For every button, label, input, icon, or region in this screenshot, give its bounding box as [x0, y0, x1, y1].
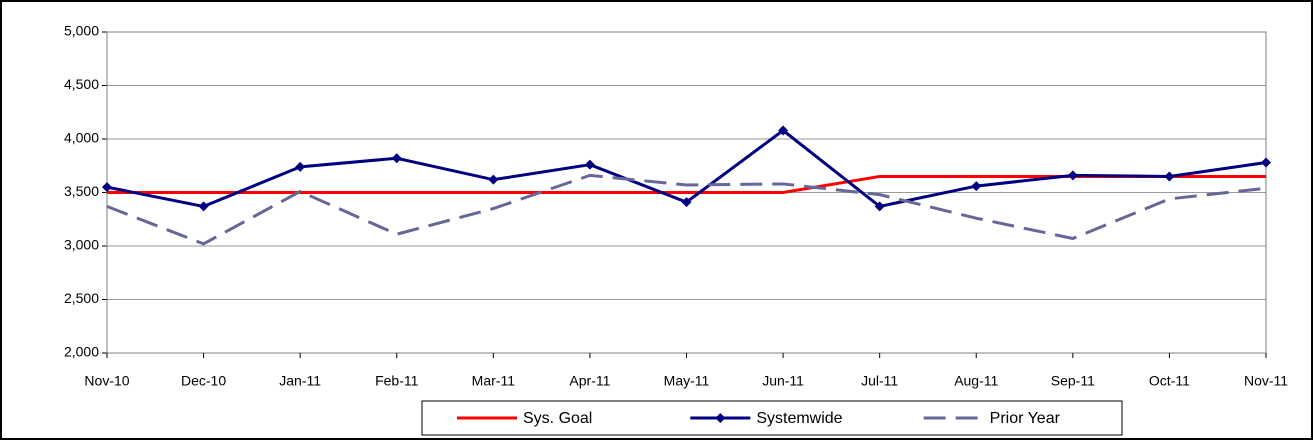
x-tick-label: Jan-11: [279, 373, 321, 389]
point-marker: [874, 201, 885, 212]
y-tick-label: 5,000: [64, 23, 99, 39]
legend-label: Sys. Goal: [523, 410, 592, 427]
point-marker: [681, 197, 692, 208]
x-tick-label: Nov-10: [84, 373, 129, 389]
point-marker: [1164, 171, 1175, 182]
x-tick-label: Apr-11: [569, 373, 610, 389]
x-tick-label: Dec-10: [181, 373, 226, 389]
point-marker: [198, 201, 209, 212]
point-marker: [391, 153, 402, 164]
point-marker: [584, 159, 595, 170]
x-tick-label: May-11: [664, 373, 710, 389]
y-tick-label: 3,500: [64, 183, 99, 199]
x-tick-label: Oct-11: [1149, 373, 1190, 389]
legend-label: Systemwide: [756, 410, 842, 427]
x-tick-label: Aug-11: [954, 373, 998, 389]
x-tick-label: Mar-11: [472, 373, 516, 389]
x-tick-label: Jun-11: [762, 373, 804, 389]
legend-box: [421, 400, 1123, 436]
legend-label: Prior Year: [990, 410, 1061, 427]
point-marker: [778, 125, 789, 136]
legend-marker: [715, 413, 726, 423]
y-tick-label: 3,000: [64, 237, 99, 253]
point-marker: [971, 181, 982, 192]
x-tick-label: Jul-11: [861, 373, 898, 389]
y-tick-label: 2,500: [64, 290, 99, 306]
point-marker: [488, 174, 499, 185]
point-marker: [102, 182, 112, 193]
point-marker: [1261, 157, 1271, 168]
y-tick-label: 4,500: [64, 76, 99, 92]
y-tick-label: 2,000: [64, 344, 99, 360]
point-marker: [1067, 170, 1078, 181]
series-line: [106, 173, 1267, 246]
x-tick-label: Sep-11: [1051, 373, 1095, 389]
point-marker: [295, 161, 306, 172]
x-tick-label: Feb-11: [375, 373, 419, 389]
y-tick-label: 4,000: [64, 130, 99, 146]
x-tick-label: Nov-11: [1244, 373, 1288, 389]
